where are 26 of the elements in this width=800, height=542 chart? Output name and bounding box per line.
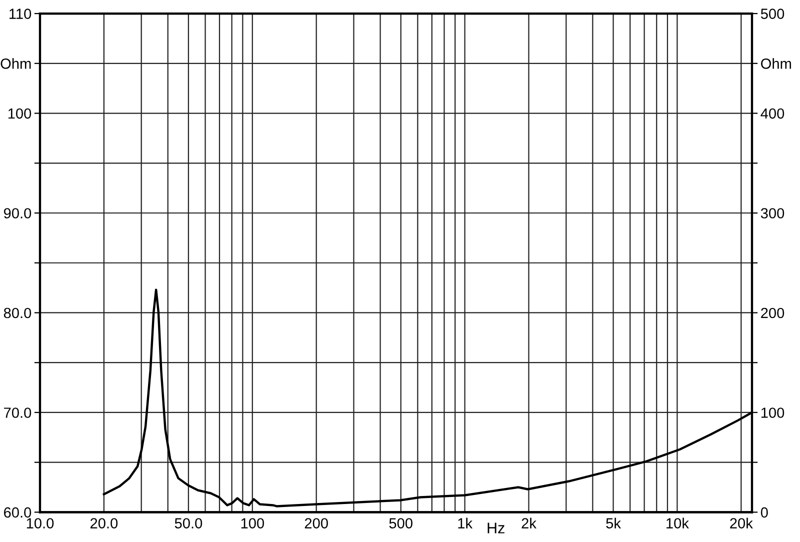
y2-tick-label: 300 — [760, 208, 784, 218]
x-tick-label: 500 — [389, 518, 412, 528]
x-tick-label: 100 — [241, 518, 264, 528]
x-tick-label: 20.0 — [90, 518, 118, 528]
y-tick-label: 90.0 — [4, 208, 32, 218]
y-tick-label: 100 — [8, 108, 32, 119]
y2-tick-label: Ohm — [761, 58, 791, 69]
x-tick-label: 5k — [606, 518, 621, 528]
x-tick-label: 200 — [304, 518, 328, 528]
y2-tick-label: 100 — [761, 408, 784, 418]
x-tick-label: 10.0 — [26, 518, 54, 528]
x-axis-title: Hz — [488, 522, 504, 534]
y-tick-label: 60.0 — [4, 507, 32, 518]
y2-tick-label: 500 — [760, 8, 784, 19]
y2-tick-label: 200 — [761, 308, 784, 318]
x-tick-label: 50.0 — [174, 518, 202, 528]
y-tick-label: 70.0 — [4, 408, 32, 418]
y-tick-label: Ohm — [0, 58, 31, 69]
y-tick-label: 110 — [10, 8, 32, 19]
y2-tick-label: 400 — [760, 108, 784, 119]
x-tick-label: 20k — [730, 518, 753, 528]
x-tick-label: 10k — [666, 518, 689, 528]
x-tick-label: 2k — [522, 518, 536, 528]
y-tick-label: 80.0 — [4, 308, 32, 318]
y2-tick-label: 0 — [760, 507, 768, 518]
x-tick-label: 1k — [458, 518, 473, 528]
